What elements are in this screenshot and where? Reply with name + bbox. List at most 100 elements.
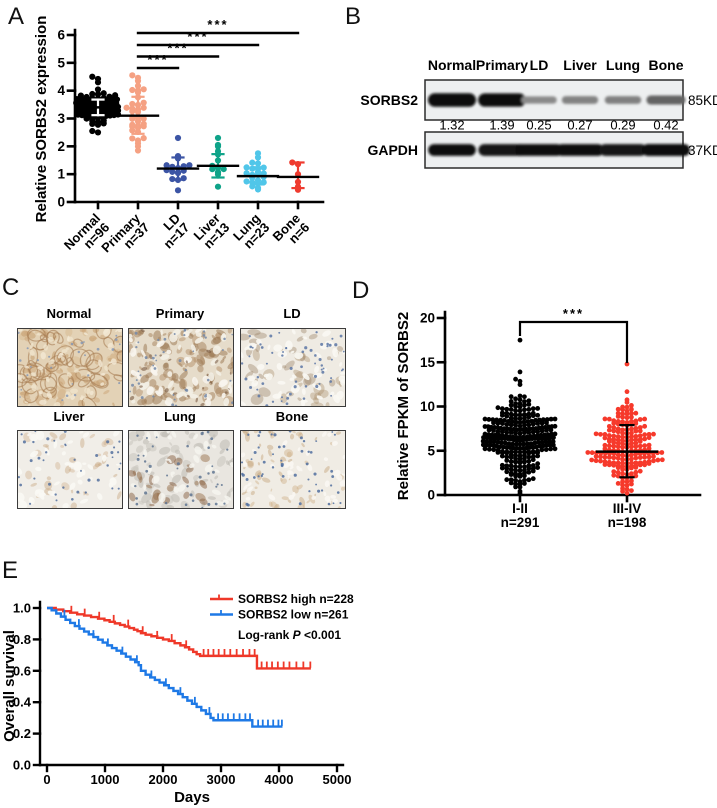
ihc-tissue-blob <box>339 362 343 367</box>
ihc-nucleus <box>191 499 195 502</box>
ihc-tissue-blob <box>247 460 255 469</box>
ihc-tissue-blob <box>35 489 41 494</box>
ihc-tissue-blob <box>71 356 83 365</box>
data-point <box>611 433 617 439</box>
ihc-tubule <box>26 329 46 342</box>
ihc-tissue-blob <box>113 473 118 478</box>
ihc-nucleus <box>210 437 214 441</box>
significance-stars: *** <box>207 17 228 32</box>
ihc-nucleus <box>76 490 80 494</box>
ihc-nucleus <box>315 384 319 389</box>
ihc-nucleus <box>87 478 91 482</box>
data-point <box>508 480 514 486</box>
data-point <box>602 416 608 422</box>
data-point <box>491 447 497 453</box>
ihc-tissue-blob <box>66 372 72 377</box>
ihc-tissue-blob <box>92 463 100 470</box>
data-point <box>620 453 626 458</box>
ihc-nucleus <box>80 341 84 345</box>
ihc-tissue-blob <box>62 502 69 508</box>
ihc-nucleus <box>246 503 250 507</box>
ihc-tubule <box>27 347 39 367</box>
ihc-tissue-blob <box>241 452 246 458</box>
ihc-tissue-blob <box>301 443 305 448</box>
data-point <box>517 468 523 473</box>
panel-b-western-blot: B SORBS2 GAPDH 85KD 37KD Normal Primary LD… <box>345 3 717 169</box>
data-point <box>629 434 634 440</box>
ihc-tissue-blob <box>322 330 331 337</box>
data-point <box>620 444 625 450</box>
data-point <box>633 444 639 449</box>
ihc-tissue-blob <box>159 354 162 357</box>
ihc-nucleus <box>144 356 148 360</box>
ihc-nucleus <box>281 354 284 357</box>
data-point <box>522 407 527 413</box>
data-point <box>633 473 639 479</box>
data-point <box>629 403 634 408</box>
ihc-tissue-blob <box>27 403 31 406</box>
data-point <box>94 118 102 126</box>
ihc-tissue-blob <box>245 371 254 379</box>
data-point <box>83 93 90 101</box>
ihc-tissue-blob <box>65 347 69 350</box>
ihc-nucleus <box>36 359 39 362</box>
ihc-nucleus <box>117 451 120 454</box>
ihc-nucleus <box>318 357 322 362</box>
ihc-tissue-blob <box>281 365 287 369</box>
ihc-tissue-blob <box>310 402 324 406</box>
ihc-tissue-blob <box>268 501 273 507</box>
data-point <box>637 433 643 439</box>
ihc-tissue-blob <box>199 393 203 397</box>
y-tick-label: 0.4 <box>13 695 32 710</box>
ihc-nucleus <box>330 377 333 380</box>
ihc-tissue-blob <box>300 329 307 334</box>
data-point <box>602 446 608 452</box>
ihc-tissue-blob <box>100 382 105 386</box>
ihc-tissue-blob <box>18 329 23 332</box>
data-point <box>606 454 612 460</box>
data-point <box>495 405 501 411</box>
ihc-nucleus <box>226 448 229 451</box>
ihc-tissue-blob <box>297 397 302 402</box>
data-point <box>494 417 500 423</box>
ihc-nucleus <box>256 388 259 391</box>
ihc-nucleus <box>96 347 100 351</box>
lane-label: Liver <box>563 57 597 73</box>
data-point <box>611 469 617 475</box>
ihc-tissue-blob <box>79 431 84 434</box>
ihc-nucleus <box>332 502 335 505</box>
ihc-tissue-blob <box>179 396 186 402</box>
ihc-nucleus <box>333 433 336 436</box>
ihc-tissue-blob <box>97 493 103 500</box>
data-point <box>535 465 541 470</box>
ihc-tissue-blob <box>288 494 295 500</box>
ihc-tissue-blob <box>149 503 155 507</box>
protein-band <box>428 93 476 107</box>
ihc-tissue-blob <box>314 365 320 374</box>
ihc-nucleus <box>342 350 345 353</box>
ihc-tissue-blob <box>144 394 155 405</box>
ihc-texture-ld <box>241 329 345 406</box>
data-point <box>134 77 142 85</box>
ihc-nucleus <box>313 472 317 476</box>
ihc-tissue-blob <box>229 462 233 468</box>
data-point <box>548 446 554 452</box>
data-point <box>593 458 599 464</box>
ihc-tissue-blob <box>164 388 169 393</box>
data-point <box>637 425 643 430</box>
data-point <box>606 427 612 433</box>
ihc-tissue-blob <box>69 457 77 463</box>
ihc-tissue-blob <box>79 396 84 401</box>
ihc-nucleus <box>320 342 324 346</box>
data-point <box>508 472 514 478</box>
ihc-tissue-blob <box>132 385 137 395</box>
data-point <box>486 417 492 422</box>
ihc-tissue-blob <box>36 333 42 336</box>
sorbs2-row-label: SORBS2 <box>360 92 418 108</box>
ihc-nucleus <box>19 396 21 398</box>
data-point <box>508 407 514 412</box>
ihc-tissue-blob <box>59 433 67 441</box>
ihc-tissue-blob <box>195 329 203 333</box>
ihc-tissue-blob <box>190 344 196 353</box>
ihc-tissue-blob <box>215 370 222 376</box>
